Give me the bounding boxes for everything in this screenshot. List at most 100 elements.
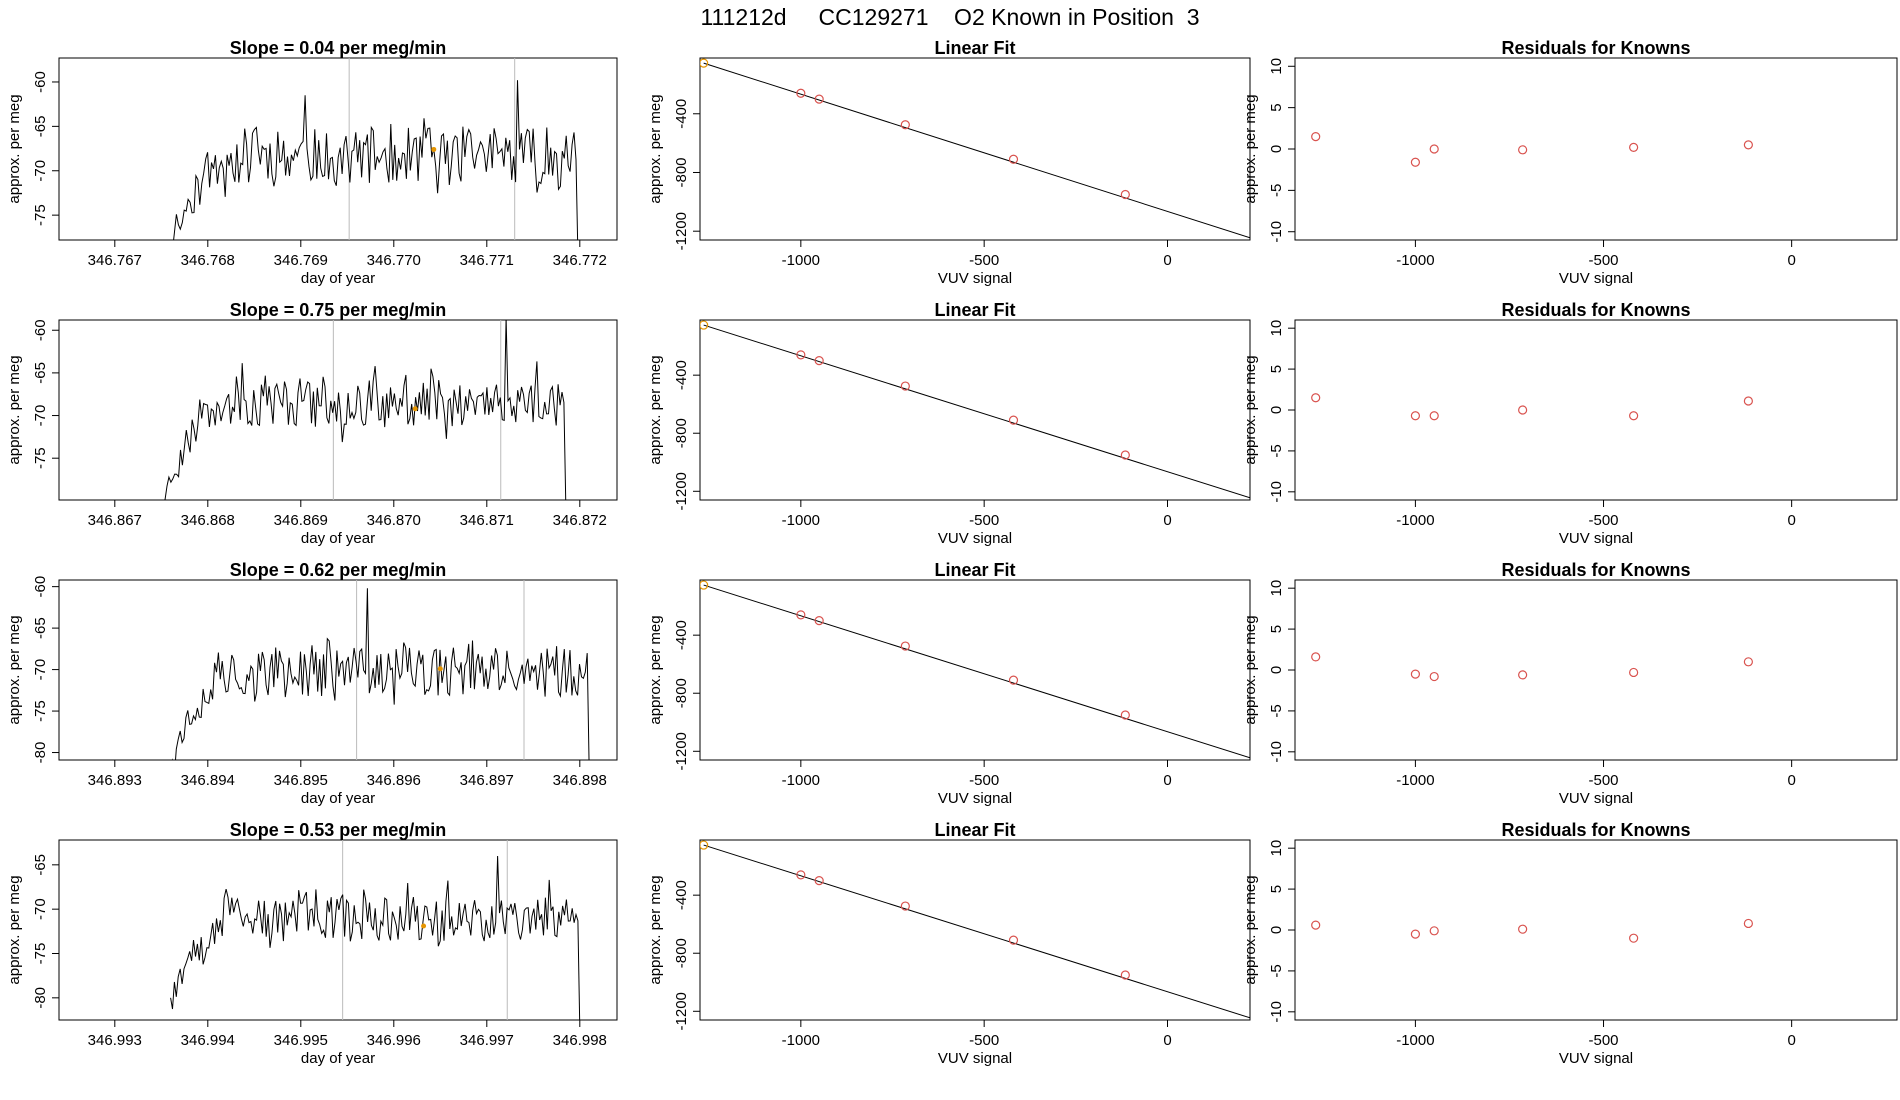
data-point [1120,189,1130,200]
chart-title: Residuals for Knowns [1501,560,1690,580]
chart-residuals-row-2: Residuals for Knowns -1000 -500 0 VUV signal… [1242,300,1898,547]
x-tick-label: 346.771 [460,252,514,269]
y-axis-label: approx. per meg [6,875,23,984]
plot-frame [1294,57,1898,241]
data-point [900,120,910,130]
y-axis-label: approx. per meg [1242,355,1259,464]
plot-area [700,840,1250,1019]
data-point [814,616,824,626]
data-point [900,381,910,391]
data-point [1008,154,1019,164]
y-axis-label: approx. per meg [1242,875,1259,984]
x-axis-label: VUV signal [1559,1050,1633,1067]
x-tick-label: -1000 [1396,252,1434,269]
residual-point [1743,396,1753,406]
residual-point [1518,145,1528,155]
residual-point [1311,652,1321,662]
y-tick-label: -10 [1268,481,1285,503]
plot-frame [58,839,618,1021]
plot-area [173,58,579,240]
y-tick-label: -80 [32,987,49,1009]
y-axis-label: approx. per meg [647,94,664,203]
y-tick-label: -75 [32,700,49,722]
data-point [814,356,824,366]
y-tick-label: -60 [32,319,49,341]
y-tick-label: -70 [32,405,49,427]
residual-point [1311,393,1321,403]
y-tick-label: 0 [1268,145,1285,153]
y-tick-label: 5 [1268,365,1285,373]
x-tick-label: 346.768 [181,252,235,269]
y-tick-label: -10 [1268,741,1285,763]
residual-point [1629,933,1639,943]
chart-title: Linear Fit [934,560,1015,580]
x-tick-label: 346.993 [88,1032,142,1049]
y-tick-label: -65 [32,854,49,876]
x-tick-label: 0 [1787,512,1795,529]
x-tick-label: 346.772 [553,252,607,269]
y-tick-label: -75 [32,943,49,965]
x-axis-label: VUV signal [938,1050,1012,1067]
y-tick-label: 5 [1268,103,1285,111]
x-tick-label: 346.994 [181,1032,235,1049]
data-point [1120,450,1130,460]
plot-area [700,58,1250,239]
y-tick-label: -65 [32,362,49,384]
y-axis-label: approx. per meg [1242,94,1259,203]
x-axis-label: day of year [301,530,375,547]
residual-point [1410,411,1421,421]
x-tick-label: 0 [1787,1032,1795,1049]
chart-title: Slope = 0.04 per meg/min [230,38,447,58]
x-axis-label: day of year [301,790,375,807]
residual-point [1311,131,1321,142]
y-tick-label: -75 [32,204,49,226]
x-tick-label: -1000 [782,252,820,269]
chart-linear-fit-row-3: Linear Fit -1000 -500 0 VUV signal -1200 -800 -… [647,560,1251,807]
residual-point [1743,918,1753,929]
x-tick-label: 0 [1787,252,1795,269]
x-tick-label: 346.897 [460,772,514,789]
chart-residuals-row-3: Residuals for Knowns -1000 -500 0 VUV signal… [1242,560,1898,807]
y-tick-label: -800 [673,678,690,708]
fit-line [703,324,1250,499]
x-tick-label: 346.998 [553,1032,607,1049]
x-axis-label: VUV signal [1559,270,1633,287]
known-data-point [700,840,709,850]
data-point [1008,935,1019,945]
y-tick-label: -10 [1268,1001,1285,1023]
x-tick-label: 346.770 [367,252,421,269]
plot-frame [699,57,1251,241]
x-tick-label: 346.871 [460,512,514,529]
known-data-point [700,320,709,330]
y-tick-label: -5 [1268,704,1285,717]
x-tick-label: -1000 [1396,1032,1434,1049]
plot-frame [1294,839,1898,1021]
x-tick-label: -1000 [1396,772,1434,789]
data-point [796,88,806,98]
y-tick-label: -1200 [673,472,690,510]
known-marker [421,923,427,929]
x-tick-label: -500 [1589,772,1619,789]
x-tick-label: -1000 [782,1032,820,1049]
plot-area [172,580,590,760]
plot-frame [699,579,1251,761]
plot-area [1311,652,1753,682]
x-tick-label: 346.898 [553,772,607,789]
y-axis-label: approx. per meg [6,615,23,724]
chart-title: Linear Fit [934,820,1015,840]
known-data-point [700,580,709,590]
plot-area [1311,131,1753,167]
chart-title: Slope = 0.53 per meg/min [230,820,447,840]
chart-title: Residuals for Knowns [1501,300,1690,320]
plot-area [1311,393,1753,421]
chart-time-series-row-2: Slope = 0.75 per meg/min 346.867 346.868 34… [6,300,618,547]
y-axis-label: approx. per meg [6,355,23,464]
known-marker [412,406,418,412]
chart-residuals-row-1: Residuals for Knowns -1000 -500 0 VUV signal… [1242,38,1898,287]
y-axis-label: approx. per meg [647,615,664,724]
x-tick-label: 346.996 [367,1032,421,1049]
chart-linear-fit-row-1: Linear Fit -1000 -500 0 VUV signal -1200 -800 -… [647,38,1251,287]
plot-frame [1294,319,1898,501]
data-point [814,94,824,104]
